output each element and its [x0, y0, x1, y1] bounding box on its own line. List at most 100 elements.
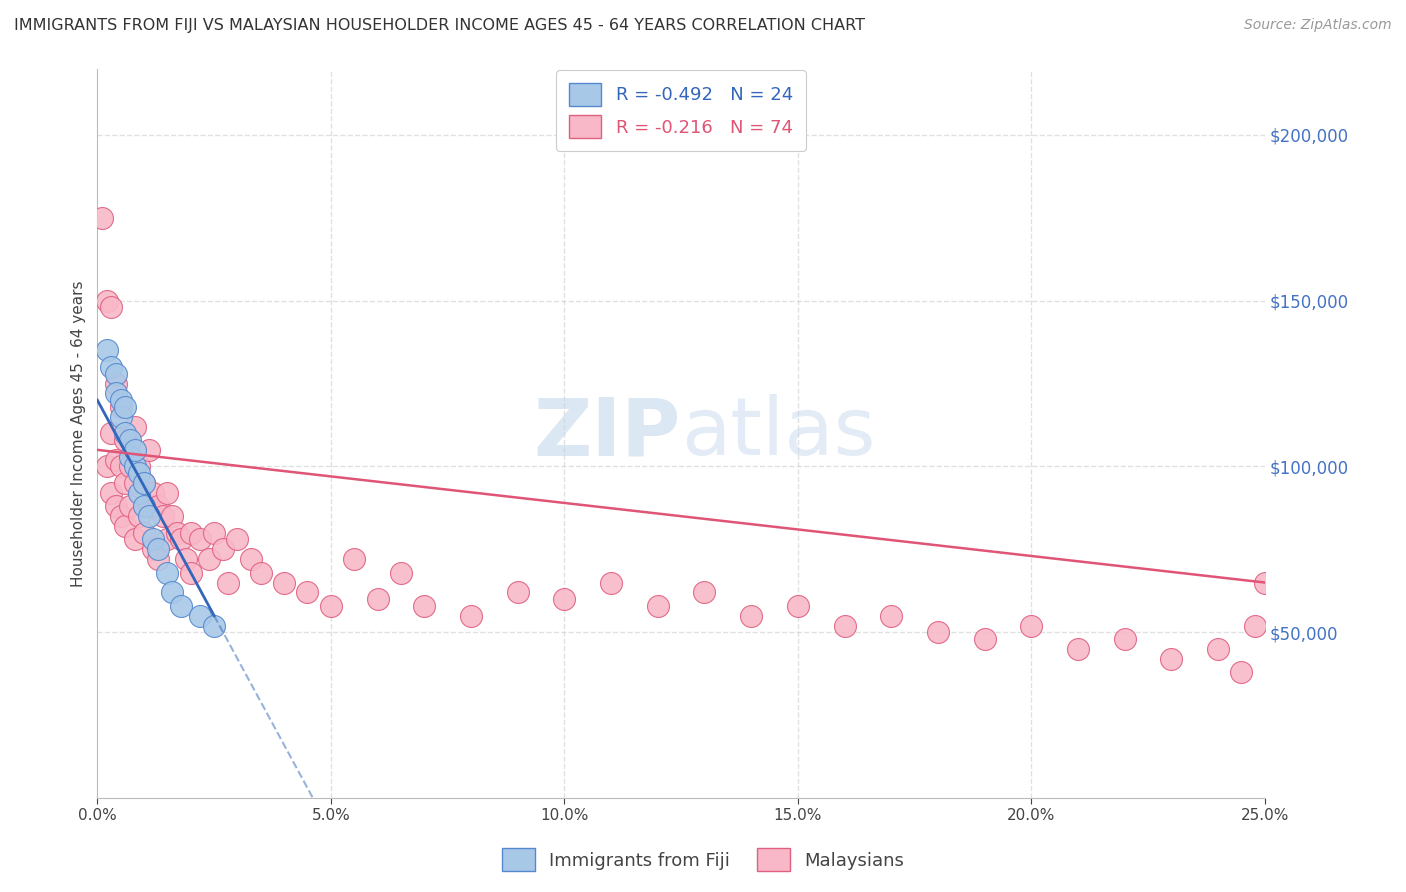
Text: atlas: atlas — [681, 394, 876, 472]
Point — [114, 476, 136, 491]
Point — [146, 552, 169, 566]
Point — [146, 542, 169, 557]
Point — [138, 500, 160, 514]
Point — [124, 476, 146, 491]
Point — [240, 552, 263, 566]
Point — [128, 466, 150, 480]
Point — [188, 608, 211, 623]
Point — [118, 459, 141, 474]
Y-axis label: Householder Income Ages 45 - 64 years: Householder Income Ages 45 - 64 years — [72, 280, 86, 587]
Point — [124, 533, 146, 547]
Point — [600, 575, 623, 590]
Point — [170, 533, 193, 547]
Point — [166, 525, 188, 540]
Point — [927, 625, 949, 640]
Point — [319, 599, 342, 613]
Point — [128, 486, 150, 500]
Point — [156, 533, 179, 547]
Legend: Immigrants from Fiji, Malaysians: Immigrants from Fiji, Malaysians — [495, 841, 911, 879]
Point — [786, 599, 808, 613]
Point — [124, 419, 146, 434]
Point — [156, 486, 179, 500]
Point — [105, 386, 128, 401]
Point — [110, 459, 132, 474]
Point — [91, 211, 114, 225]
Point — [188, 533, 211, 547]
Point — [114, 433, 136, 447]
Point — [100, 359, 122, 374]
Point — [506, 585, 529, 599]
Point — [180, 525, 202, 540]
Point — [118, 433, 141, 447]
Point — [138, 509, 160, 524]
Point — [1254, 575, 1277, 590]
Point — [297, 585, 319, 599]
Text: ZIP: ZIP — [534, 394, 681, 472]
Point — [174, 552, 197, 566]
Point — [138, 442, 160, 457]
Point — [110, 393, 132, 408]
Point — [105, 500, 128, 514]
Point — [105, 452, 128, 467]
Point — [226, 533, 249, 547]
Point — [100, 300, 122, 314]
Point — [217, 575, 239, 590]
Point — [170, 599, 193, 613]
Point — [124, 442, 146, 457]
Point — [110, 400, 132, 414]
Point — [413, 599, 436, 613]
Legend: R = -0.492   N = 24, R = -0.216   N = 74: R = -0.492 N = 24, R = -0.216 N = 74 — [557, 70, 806, 151]
Point — [132, 500, 155, 514]
Point — [114, 400, 136, 414]
Point — [152, 509, 174, 524]
Point — [198, 552, 221, 566]
Point — [553, 592, 575, 607]
Point — [1114, 632, 1136, 646]
Point — [114, 426, 136, 441]
Point — [128, 459, 150, 474]
Point — [100, 426, 122, 441]
Point — [124, 459, 146, 474]
Point — [105, 367, 128, 381]
Text: IMMIGRANTS FROM FIJI VS MALAYSIAN HOUSEHOLDER INCOME AGES 45 - 64 YEARS CORRELAT: IMMIGRANTS FROM FIJI VS MALAYSIAN HOUSEH… — [14, 18, 865, 33]
Point — [343, 552, 366, 566]
Point — [132, 476, 155, 491]
Point — [693, 585, 716, 599]
Point — [1160, 652, 1182, 666]
Point — [110, 509, 132, 524]
Point — [973, 632, 995, 646]
Point — [212, 542, 235, 557]
Point — [1206, 641, 1229, 656]
Point — [114, 519, 136, 533]
Point — [118, 450, 141, 464]
Point — [96, 343, 118, 358]
Point — [202, 618, 225, 632]
Point — [834, 618, 856, 632]
Point — [146, 500, 169, 514]
Point — [1230, 665, 1253, 679]
Point — [156, 566, 179, 580]
Point — [118, 500, 141, 514]
Point — [880, 608, 903, 623]
Point — [202, 525, 225, 540]
Point — [249, 566, 271, 580]
Point — [367, 592, 389, 607]
Point — [389, 566, 412, 580]
Point — [142, 486, 165, 500]
Point — [1067, 641, 1090, 656]
Point — [740, 608, 762, 623]
Point — [132, 525, 155, 540]
Point — [128, 509, 150, 524]
Point — [1244, 618, 1267, 632]
Point — [110, 409, 132, 424]
Point — [180, 566, 202, 580]
Point — [273, 575, 295, 590]
Point — [460, 608, 482, 623]
Point — [160, 509, 183, 524]
Point — [96, 459, 118, 474]
Text: Source: ZipAtlas.com: Source: ZipAtlas.com — [1244, 18, 1392, 32]
Point — [96, 293, 118, 308]
Point — [1021, 618, 1043, 632]
Point — [160, 585, 183, 599]
Point — [105, 376, 128, 391]
